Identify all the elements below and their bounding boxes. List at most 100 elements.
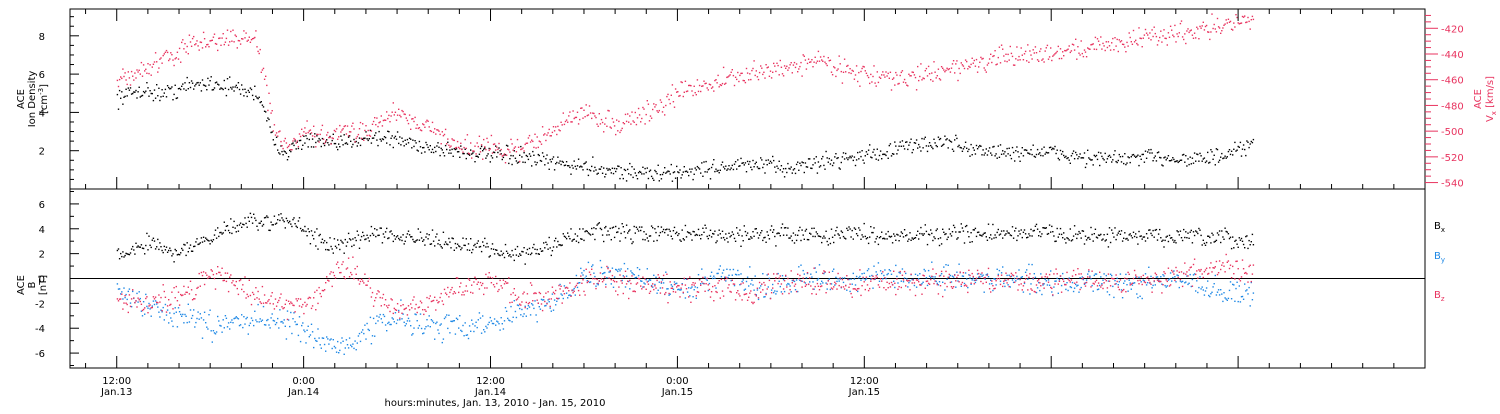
data-point bbox=[567, 122, 568, 123]
data-point bbox=[603, 131, 604, 132]
data-point bbox=[714, 171, 715, 172]
data-point bbox=[685, 225, 686, 226]
data-point bbox=[989, 283, 990, 284]
data-point bbox=[963, 65, 964, 66]
data-point bbox=[1074, 49, 1075, 50]
data-point bbox=[180, 62, 181, 63]
data-point bbox=[200, 313, 201, 314]
data-point bbox=[236, 281, 237, 282]
data-point bbox=[445, 241, 446, 242]
data-point bbox=[588, 281, 589, 282]
data-point bbox=[390, 230, 391, 231]
data-point bbox=[267, 301, 268, 302]
data-point bbox=[474, 146, 475, 147]
data-point bbox=[353, 245, 354, 246]
data-point bbox=[815, 286, 816, 287]
data-point bbox=[205, 46, 206, 47]
data-point bbox=[130, 84, 131, 85]
data-point bbox=[785, 68, 786, 69]
data-point bbox=[813, 158, 814, 159]
data-point bbox=[929, 73, 930, 74]
data-point bbox=[340, 272, 341, 273]
data-point bbox=[441, 143, 442, 144]
data-point bbox=[1220, 242, 1221, 243]
data-point bbox=[725, 233, 726, 234]
data-point bbox=[625, 286, 626, 287]
data-point bbox=[412, 140, 413, 141]
data-point bbox=[357, 145, 358, 146]
data-point bbox=[1230, 21, 1231, 22]
data-point bbox=[206, 327, 207, 328]
data-point bbox=[970, 232, 971, 233]
data-point bbox=[1076, 154, 1077, 155]
data-point bbox=[209, 80, 210, 81]
data-point bbox=[486, 327, 487, 328]
data-point bbox=[324, 143, 325, 144]
data-point bbox=[837, 68, 838, 69]
data-point bbox=[1067, 157, 1068, 158]
y-tick-label: 6 bbox=[39, 200, 45, 211]
data-point bbox=[374, 135, 375, 136]
data-point bbox=[1209, 162, 1210, 163]
data-point bbox=[454, 140, 455, 141]
data-point bbox=[579, 228, 580, 229]
data-point bbox=[267, 217, 268, 218]
data-point bbox=[1015, 150, 1016, 151]
data-point bbox=[917, 66, 918, 67]
data-point bbox=[147, 312, 148, 313]
data-point bbox=[832, 237, 833, 238]
data-point bbox=[504, 283, 505, 284]
data-point bbox=[586, 269, 587, 270]
data-point bbox=[1233, 284, 1234, 285]
data-point bbox=[178, 292, 179, 293]
data-point bbox=[357, 231, 358, 232]
data-point bbox=[943, 232, 944, 233]
data-point bbox=[461, 149, 462, 150]
data-point bbox=[759, 235, 760, 236]
data-point bbox=[839, 280, 840, 281]
data-point bbox=[1163, 246, 1164, 247]
data-point bbox=[373, 235, 374, 236]
data-point bbox=[529, 153, 530, 154]
data-point bbox=[218, 84, 219, 85]
data-point bbox=[711, 272, 712, 273]
data-point bbox=[729, 169, 730, 170]
data-point bbox=[531, 165, 532, 166]
data-point bbox=[148, 303, 149, 304]
data-point bbox=[475, 247, 476, 248]
data-point bbox=[635, 172, 636, 173]
data-point bbox=[1157, 239, 1158, 240]
data-point bbox=[1142, 46, 1143, 47]
data-point bbox=[819, 289, 820, 290]
data-point bbox=[956, 238, 957, 239]
data-point bbox=[642, 107, 643, 108]
data-point bbox=[534, 249, 535, 250]
data-point bbox=[1017, 59, 1018, 60]
data-point bbox=[1015, 228, 1016, 229]
data-point bbox=[953, 60, 954, 61]
data-point bbox=[805, 230, 806, 231]
data-point bbox=[782, 275, 783, 276]
data-point bbox=[722, 162, 723, 163]
data-point bbox=[600, 260, 601, 261]
data-point bbox=[1118, 232, 1119, 233]
data-point bbox=[373, 306, 374, 307]
data-point bbox=[1158, 40, 1159, 41]
data-point bbox=[290, 223, 291, 224]
data-point bbox=[553, 310, 554, 311]
data-point bbox=[791, 235, 792, 236]
data-point bbox=[640, 121, 641, 122]
data-point bbox=[549, 298, 550, 299]
data-point bbox=[813, 62, 814, 63]
data-point bbox=[454, 250, 455, 251]
data-point bbox=[309, 336, 310, 337]
data-point bbox=[807, 63, 808, 64]
data-point bbox=[177, 326, 178, 327]
data-point bbox=[408, 231, 409, 232]
data-point bbox=[622, 128, 623, 129]
data-point bbox=[712, 86, 713, 87]
data-point bbox=[1061, 234, 1062, 235]
data-point bbox=[578, 159, 579, 160]
data-point bbox=[795, 67, 796, 68]
data-point bbox=[352, 123, 353, 124]
